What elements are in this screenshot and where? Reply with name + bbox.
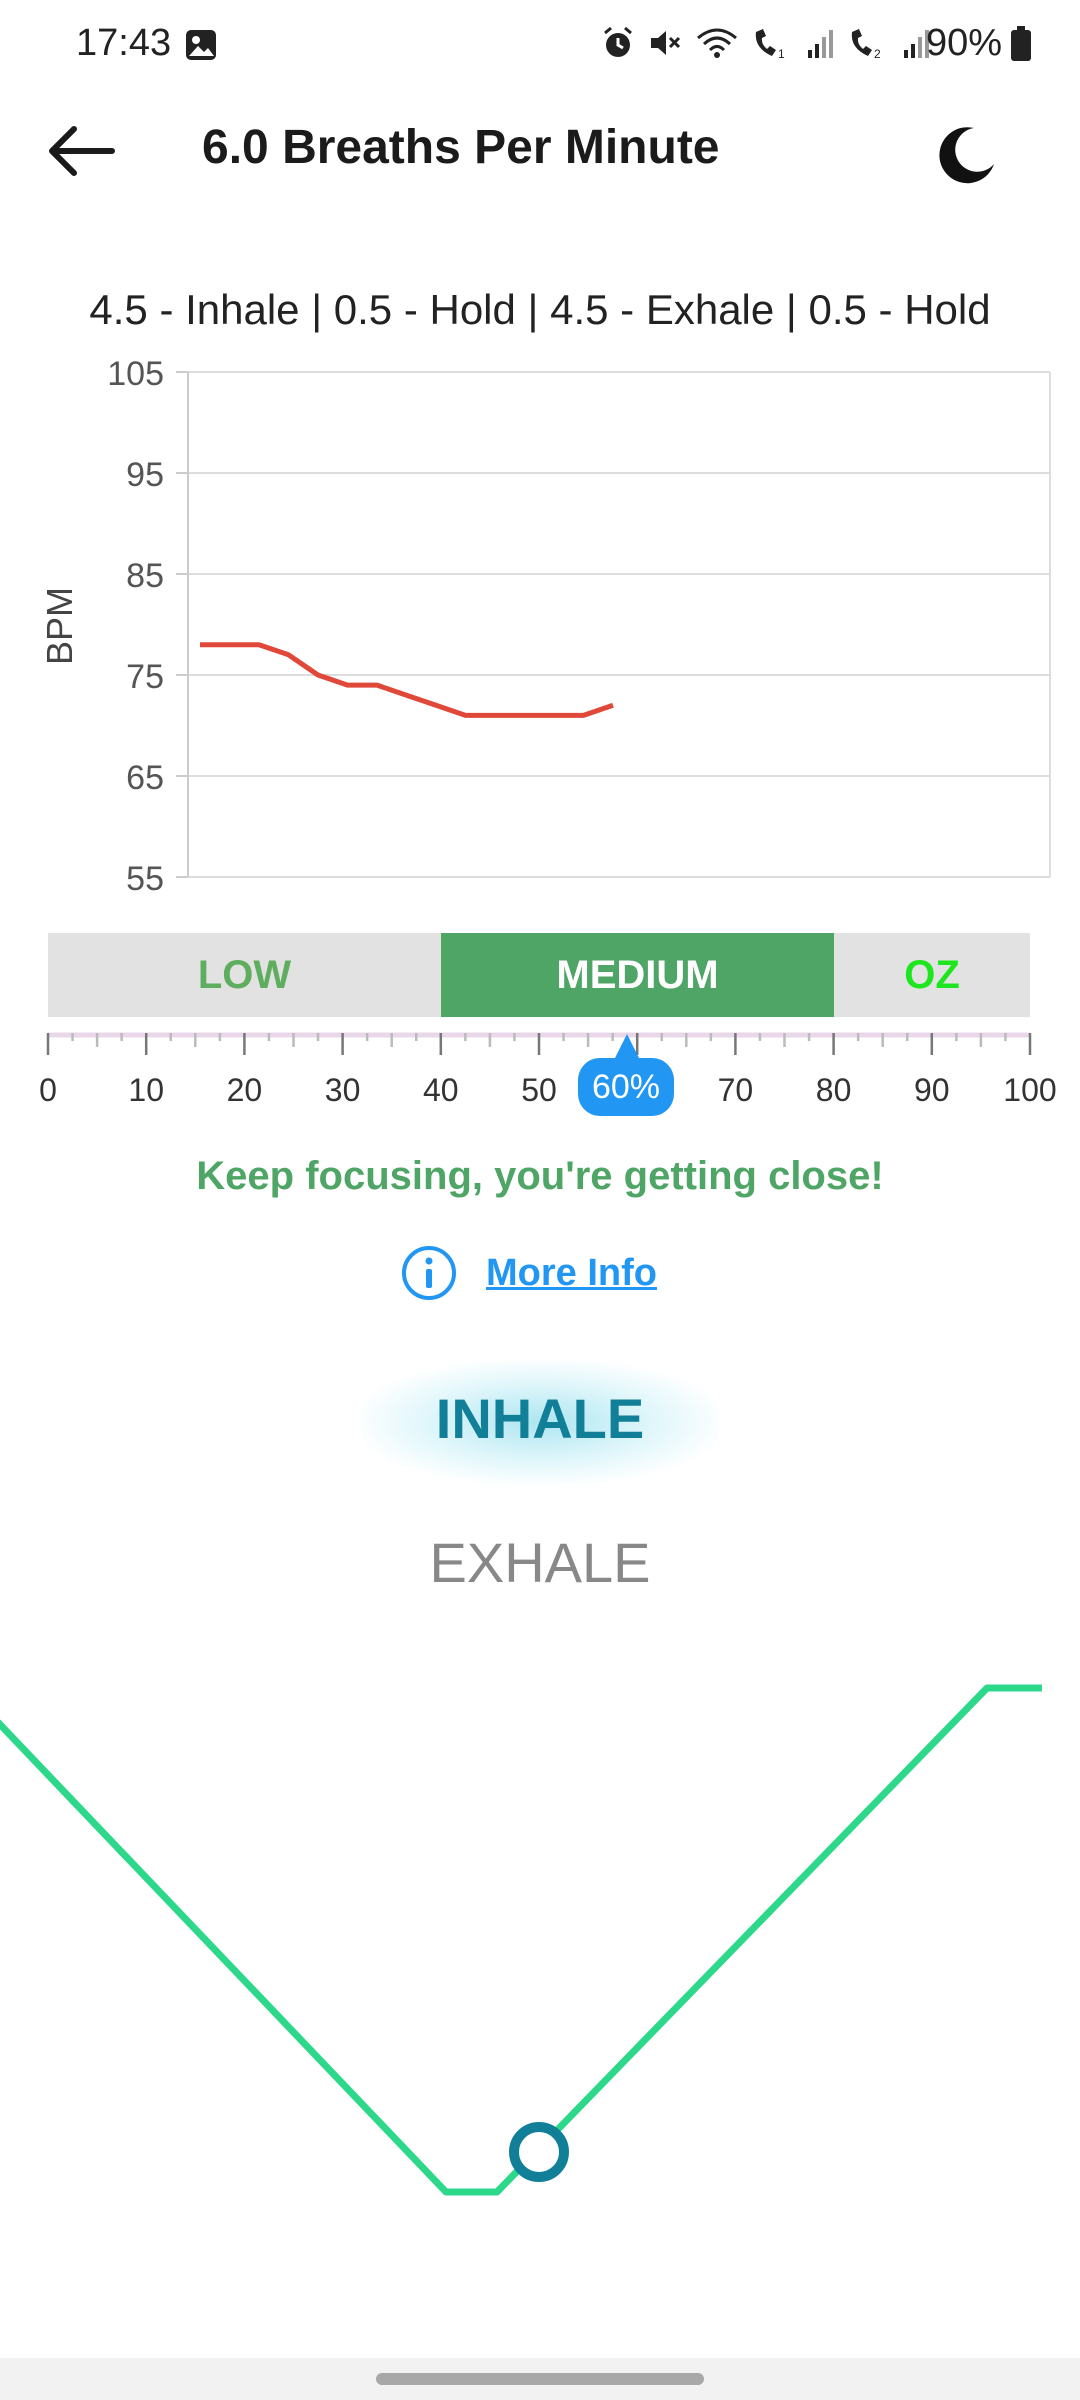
scale-label: 90 [914, 1072, 950, 1108]
scale-label: 20 [227, 1072, 263, 1108]
svg-text:1: 1 [778, 47, 785, 60]
info-icon [402, 1246, 456, 1300]
zone-medium: MEDIUM [441, 933, 834, 1017]
signal-1-icon [806, 26, 834, 65]
breath-position-marker [509, 2122, 569, 2182]
alarm-icon [602, 26, 634, 65]
chart-y-tick-label: 95 [126, 456, 164, 494]
progress-scale: 0 10 20 30 40 50 70 80 90 100 [39, 1032, 1057, 1108]
inhale-label: INHALE [435, 1387, 645, 1450]
chart-y-axis-label: BPM [39, 587, 80, 665]
bpm-chart: 55 65 75 85 95 105 BPM [39, 355, 1051, 892]
theme-toggle-button[interactable] [932, 120, 1002, 190]
scale-label: 30 [325, 1072, 361, 1108]
scale-label: 70 [718, 1072, 754, 1108]
zone-oz: OZ [904, 952, 960, 997]
scale-label: 10 [128, 1072, 164, 1108]
chart-y-tick-label: 65 [126, 759, 164, 797]
svg-text:2: 2 [874, 47, 881, 60]
moon-icon [939, 127, 994, 184]
status-icons: 1 2 [602, 26, 930, 65]
arrow-left-icon [49, 126, 115, 176]
back-button[interactable] [40, 118, 130, 188]
status-message: Keep focusing, you're getting close! [196, 1154, 884, 1198]
mute-icon [648, 26, 682, 65]
zone-bar: LOW MEDIUM OZ [48, 933, 1030, 1017]
battery-percent: 90% [925, 22, 1002, 64]
breathing-wave-line [0, 1684, 1042, 2196]
page-title: 6.0 Breaths Per Minute [202, 121, 720, 174]
progress-pointer [614, 1034, 640, 1060]
inhale-highlight [360, 1360, 720, 1484]
exhale-label: EXHALE [429, 1531, 651, 1594]
chart-y-tick-label: 105 [107, 355, 164, 393]
battery-icon [1010, 26, 1032, 67]
scale-label: 40 [423, 1072, 459, 1108]
more-info-label: More Info [486, 1251, 657, 1294]
progress-badge: 60% [578, 1058, 674, 1116]
more-info-link[interactable]: More Info [400, 1244, 657, 1302]
chart-series-line [200, 642, 614, 718]
scale-label: 50 [521, 1072, 557, 1108]
chart-y-tick-label: 75 [126, 658, 164, 696]
scale-label: 100 [1003, 1072, 1056, 1108]
wifi-call-1-icon: 1 [752, 26, 792, 65]
gallery-icon [184, 28, 218, 67]
status-time: 17:43 [76, 22, 172, 64]
wifi-icon [696, 26, 738, 65]
chart-y-tick-label: 85 [126, 557, 164, 595]
zone-low: LOW [197, 952, 292, 997]
home-handle[interactable] [376, 2373, 704, 2385]
scale-label: 80 [816, 1072, 852, 1108]
signal-2-icon [902, 26, 930, 65]
chart-y-tick-label: 55 [126, 860, 164, 892]
scale-label: 0 [39, 1072, 57, 1108]
wifi-call-2-icon: 2 [848, 26, 888, 65]
breathing-wave [0, 1684, 1042, 2196]
breathing-pattern: 4.5 - Inhale | 0.5 - Hold | 4.5 - Exhale… [89, 286, 991, 333]
